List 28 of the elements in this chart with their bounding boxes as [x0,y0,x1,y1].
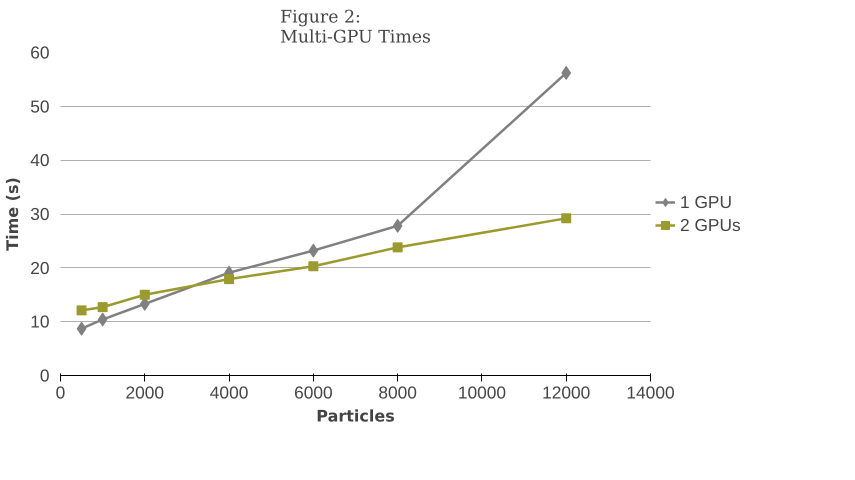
point [98,302,108,312]
y-tick-label: 10 [30,312,50,332]
legend-label: 1 GPU [680,192,734,212]
point [140,290,150,300]
chart-title: Figure 2: Multi-GPU Times [280,8,431,48]
y-tick-label: 30 [30,204,50,224]
x-axis-title: Particles [316,406,395,426]
point [561,213,572,224]
point [224,274,234,284]
y-tick-label: 20 [30,258,50,278]
point [76,305,87,316]
y-tick-label: 40 [30,150,50,170]
x-tick-label: 2000 [126,382,164,402]
y-tick-label: 60 [30,42,50,62]
x-tick-label: 4000 [210,382,248,402]
point [561,66,572,80]
point [392,242,403,252]
y-tick-label: 0 [40,366,50,386]
x-tick-label: 14000 [626,382,675,402]
x-tick-label: 6000 [294,382,333,402]
x-tick-label: 8000 [378,382,417,402]
x-tick-label: 10000 [458,382,506,402]
y-axis-title: Time (s) [3,177,22,251]
x-tick-label: 12000 [542,382,590,402]
point [308,261,318,272]
x-tick-label: 0 [56,382,66,402]
legend-label: 2 GPUs [680,214,741,236]
y-tick-label: 50 [30,96,50,116]
